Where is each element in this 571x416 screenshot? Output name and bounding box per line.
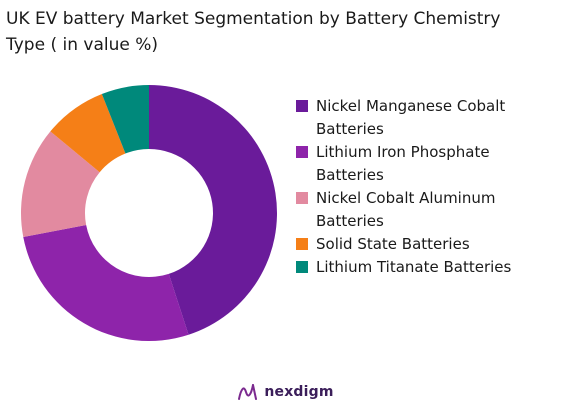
legend-item: Nickel Cobalt Aluminum Batteries bbox=[296, 187, 566, 233]
legend-swatch bbox=[296, 100, 308, 112]
legend-label: Nickel Manganese Cobalt Batteries bbox=[316, 97, 506, 138]
legend-swatch bbox=[296, 192, 308, 204]
legend-item: Nickel Manganese Cobalt Batteries bbox=[296, 95, 566, 141]
donut-slice bbox=[149, 85, 277, 335]
legend-item: Lithium Titanate Batteries bbox=[296, 256, 566, 279]
legend-label: Solid State Batteries bbox=[316, 235, 470, 253]
legend-swatch bbox=[296, 261, 308, 273]
donut-chart bbox=[21, 85, 277, 341]
donut-slice bbox=[101, 85, 149, 154]
chart-title: UK EV battery Market Segmentation by Bat… bbox=[6, 9, 501, 55]
legend-label: Lithium Iron Phosphate Batteries bbox=[316, 143, 490, 184]
chart-legend: Nickel Manganese Cobalt Batteries Lithiu… bbox=[296, 95, 566, 279]
nexdigm-logo-icon bbox=[238, 384, 258, 400]
donut-slice bbox=[23, 224, 189, 341]
legend-swatch bbox=[296, 238, 308, 250]
legend-item: Lithium Iron Phosphate Batteries bbox=[296, 141, 566, 187]
legend-label: Lithium Titanate Batteries bbox=[316, 258, 512, 276]
legend-label: Nickel Cobalt Aluminum Batteries bbox=[316, 189, 496, 230]
legend-swatch bbox=[296, 146, 308, 158]
legend-item: Solid State Batteries bbox=[296, 233, 566, 256]
brand-footer: nexdigm bbox=[0, 383, 571, 401]
brand-name: nexdigm bbox=[264, 384, 334, 400]
donut-slice bbox=[50, 93, 126, 173]
donut-slice bbox=[21, 131, 100, 237]
